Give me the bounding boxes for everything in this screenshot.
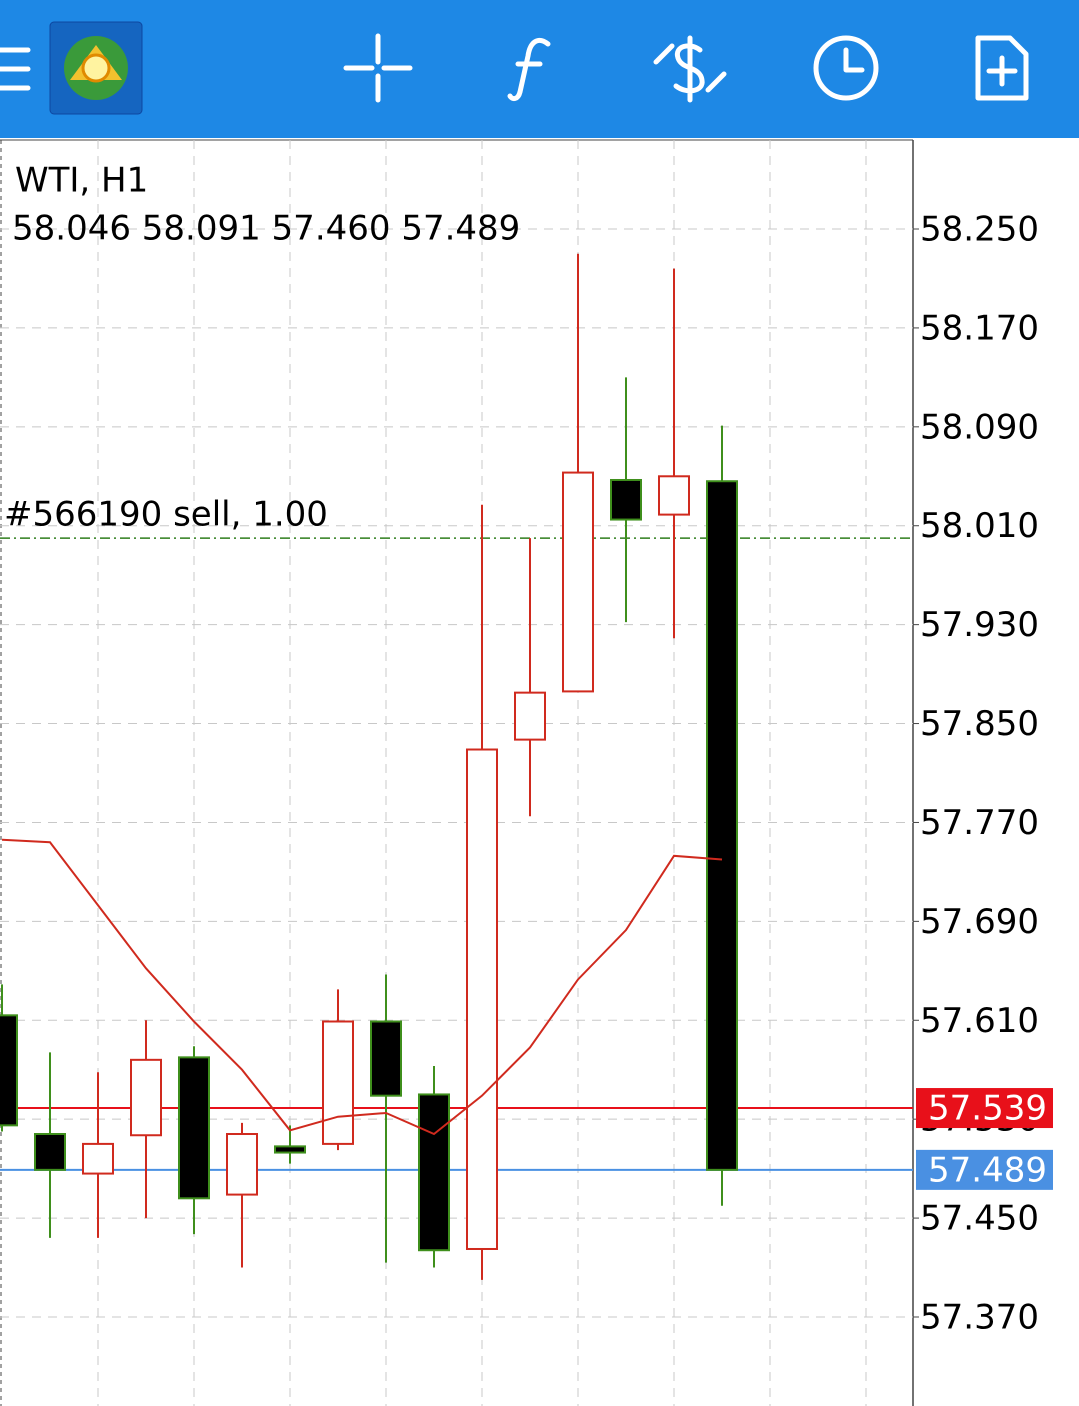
bid-price-box bbox=[916, 1149, 1053, 1190]
candle-body bbox=[562, 471, 594, 693]
y-tick-label: 57.610 bbox=[920, 1001, 1039, 1041]
y-tick-label: 58.010 bbox=[920, 506, 1039, 546]
candle-body bbox=[466, 748, 498, 1250]
ask-price-label: 57.539 bbox=[928, 1089, 1047, 1129]
order-label: #566190 sell, 1.00 bbox=[4, 495, 328, 535]
candle-body bbox=[130, 1058, 162, 1137]
menu-button[interactable] bbox=[0, 47, 31, 91]
candle-body bbox=[370, 1020, 402, 1097]
candle-body bbox=[706, 480, 738, 1171]
candle-body bbox=[34, 1133, 66, 1171]
toolbar bbox=[0, 0, 1079, 138]
y-tick-label: 57.850 bbox=[920, 704, 1039, 744]
candle-body bbox=[274, 1145, 306, 1154]
candle-body bbox=[82, 1142, 114, 1175]
indicators-button[interactable] bbox=[507, 38, 551, 102]
chart-title: WTI, H1 bbox=[15, 161, 148, 201]
y-tick-label: 57.370 bbox=[920, 1297, 1039, 1337]
y-tick-label: 57.770 bbox=[920, 803, 1039, 843]
y-tick-label: 57.450 bbox=[920, 1199, 1039, 1239]
candle-body bbox=[610, 478, 642, 521]
history-button[interactable] bbox=[813, 35, 879, 101]
moving-average-line bbox=[1, 838, 723, 1136]
app-logo[interactable] bbox=[49, 21, 143, 115]
new-order-button[interactable] bbox=[975, 35, 1029, 101]
y-tick-label: 57.690 bbox=[920, 902, 1039, 942]
candle-body bbox=[226, 1133, 258, 1196]
ohlc-readout: 58.046 58.091 57.460 57.489 bbox=[12, 209, 520, 249]
bid-price-label: 57.489 bbox=[928, 1150, 1047, 1190]
candle-body bbox=[0, 1014, 18, 1127]
candle-body bbox=[514, 691, 546, 741]
y-tick-label: 58.090 bbox=[920, 407, 1039, 447]
y-tick-label: 58.250 bbox=[920, 210, 1039, 250]
y-tick-label: 58.170 bbox=[920, 308, 1039, 348]
candle-body bbox=[658, 475, 690, 516]
crosshair-button[interactable] bbox=[343, 33, 413, 103]
y-tick-label: 57.930 bbox=[920, 605, 1039, 645]
trade-button[interactable] bbox=[653, 35, 727, 103]
candle-body bbox=[322, 1020, 354, 1145]
candle-body bbox=[178, 1056, 210, 1200]
ask-price-box bbox=[916, 1088, 1053, 1129]
candle-body bbox=[418, 1093, 450, 1252]
